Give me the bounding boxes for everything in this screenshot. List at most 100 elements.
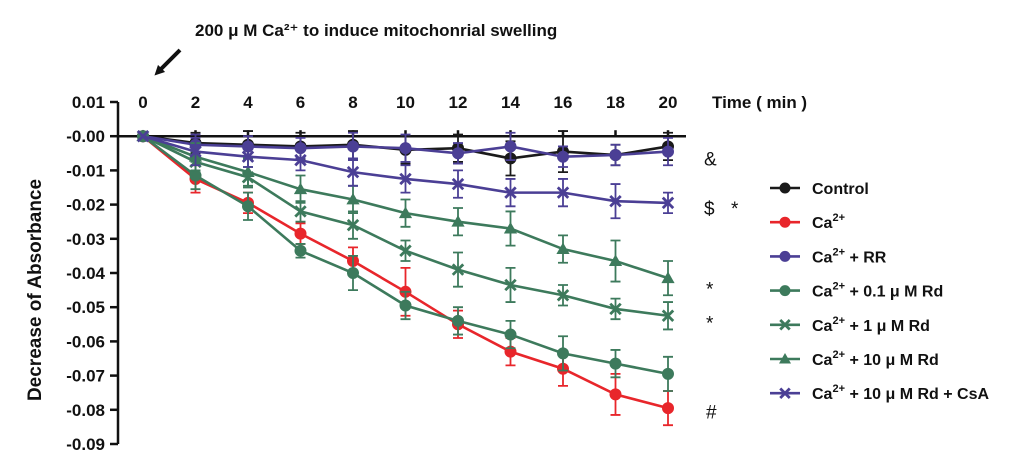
x-tick-label: 0 — [138, 93, 147, 112]
data-point — [189, 145, 202, 158]
data-point — [293, 182, 308, 195]
data-point — [451, 177, 465, 191]
data-point — [241, 165, 255, 178]
x-tick-label: 18 — [606, 93, 625, 112]
data-point — [294, 153, 307, 167]
legend-item: Control — [770, 181, 869, 198]
axes: 0.01 -0.00 -0.01 -0.02 -0.03 -0.04 -0.05 -0.06 -… — [66, 93, 686, 454]
data-point — [294, 205, 307, 218]
data-point — [661, 271, 675, 284]
legend-label-superscript: 2+ — [832, 281, 845, 293]
significance-mark: * — [731, 199, 739, 220]
data-point — [347, 267, 359, 279]
legend-label: Ca2+ + 10 μ M Rd — [812, 349, 939, 369]
legend-label: Ca2+ + RR — [812, 246, 887, 266]
data-point — [662, 145, 674, 158]
data-point — [556, 242, 570, 255]
y-tick-label: 0.01 — [72, 93, 105, 112]
legend-item: Ca2+ + 1 μ M Rd — [770, 315, 930, 335]
data-point — [399, 244, 412, 257]
legend-label-tail: + 1 μ M Rd — [845, 318, 930, 335]
data-point — [608, 254, 623, 266]
y-tick-label: -0.05 — [66, 298, 105, 317]
data-point — [609, 388, 622, 401]
significance-mark: * — [706, 279, 714, 300]
annotation-text: 200 μ M Ca²⁺ to induce mitochonrial swel… — [195, 21, 557, 40]
data-point — [661, 309, 675, 322]
data-point — [504, 140, 517, 153]
series-6 — [136, 129, 675, 220]
data-point — [451, 263, 465, 276]
data-point — [609, 194, 622, 208]
data-point — [452, 147, 464, 160]
data-point — [557, 150, 569, 163]
legend-label-main: Ca — [812, 386, 833, 403]
legend-label-main: Ca — [812, 284, 833, 301]
data-point — [556, 289, 570, 302]
legend-label-main: Ca — [812, 249, 833, 266]
legend-item: Ca2+ + 10 μ M Rd — [770, 349, 939, 369]
legend-item: Ca2+ + 10 μ M Rd + CsA — [770, 383, 990, 403]
legend-label-superscript: 2+ — [832, 246, 845, 258]
significance-mark: * — [706, 314, 714, 335]
legend-label-tail: + 0.1 μ M Rd — [845, 284, 943, 301]
y-axis-title: Decrease of Absorbance — [25, 179, 46, 401]
data-point — [779, 250, 791, 262]
data-point — [504, 328, 517, 341]
legend-label-superscript: 2+ — [832, 349, 845, 361]
legend-label: Ca2+ + 0.1 μ M Rd — [812, 281, 943, 301]
data-point — [779, 353, 791, 364]
x-tick-label: 2 — [191, 93, 200, 112]
data-point — [557, 347, 569, 360]
data-point — [609, 149, 622, 162]
x-tick-label: 4 — [243, 93, 253, 112]
data-point — [346, 218, 360, 232]
significance-mark: & — [704, 149, 717, 170]
y-tick-label: -0.06 — [66, 332, 105, 351]
data-point — [779, 387, 791, 399]
y-tick-label: -0.07 — [66, 367, 105, 386]
data-point — [662, 402, 674, 415]
annotation-arrow — [154, 48, 182, 76]
data-point — [399, 172, 412, 186]
significance-mark: # — [706, 403, 717, 424]
data-point — [662, 367, 674, 380]
data-point — [294, 227, 307, 240]
data-point — [661, 196, 675, 210]
legend-label: Ca2+ + 1 μ M Rd — [812, 315, 930, 335]
legend-label: Control — [812, 181, 869, 198]
x-axis-title: Time ( min ) — [712, 93, 807, 112]
data-point — [609, 302, 622, 316]
data-point — [504, 278, 517, 292]
y-tick-label: -0.09 — [66, 435, 105, 454]
x-tick-label: 6 — [296, 93, 305, 112]
legend-item: Ca2+ — [770, 212, 845, 232]
y-tick-label: -0.01 — [66, 161, 105, 180]
data-point — [556, 186, 570, 199]
y-tick-label: -0.08 — [66, 401, 105, 420]
legend-label-main: Control — [812, 181, 869, 198]
data-point — [399, 299, 412, 312]
legend-label-main: Ca — [812, 352, 833, 369]
x-tick-label: 8 — [348, 93, 357, 112]
data-point — [398, 206, 413, 219]
data-point — [779, 216, 791, 228]
y-tick-label: -0.03 — [66, 230, 105, 249]
legend-label-tail: + 10 μ M Rd + CsA — [845, 386, 990, 403]
data-point — [346, 192, 360, 205]
data-point — [242, 200, 254, 213]
legend-item: Ca2+ + 0.1 μ M Rd — [770, 281, 943, 301]
x-tick-label: 14 — [501, 93, 520, 112]
x-tick-label: 20 — [659, 93, 678, 112]
legend-label-main: Ca — [812, 318, 833, 335]
data-point — [504, 186, 517, 199]
legend-label-tail: + 10 μ M Rd — [845, 352, 939, 369]
data-point — [779, 182, 791, 194]
y-tick-label: -0.00 — [66, 127, 105, 146]
legend-label-superscript: 2+ — [832, 383, 845, 395]
data-point — [346, 165, 360, 179]
data-point — [347, 140, 359, 153]
data-point — [294, 244, 307, 257]
